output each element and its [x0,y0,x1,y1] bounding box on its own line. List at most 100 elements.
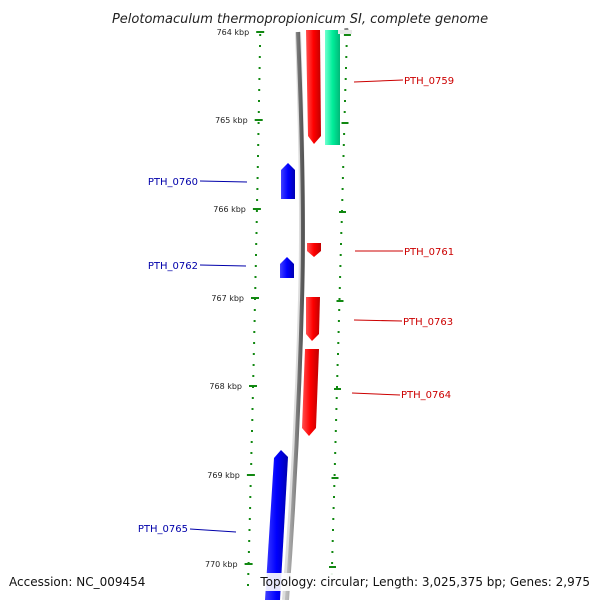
gene-label-pth-0761[interactable]: PTH_0761 [404,247,454,258]
inner-ruler-dot [257,133,260,135]
inner-ruler-dot [258,67,261,69]
title-backdrop [95,8,505,28]
outer-ruler-dot [332,507,335,509]
outer-ruler-dot [337,353,339,355]
inner-ruler-dot [255,210,258,212]
kbp-tick-label: 767 kbp [211,294,244,303]
outer-ruler-dot [333,496,335,498]
inner-ruler-dot [249,496,252,498]
outer-ruler-dot [341,188,344,190]
gene-label-pth-0763[interactable]: PTH_0763 [403,317,453,328]
gene-label-pth-0762[interactable]: PTH_0762 [148,261,198,272]
inner-ruler-dot [251,397,254,399]
inner-ruler-dot [247,551,250,553]
inner-ruler-dot [247,584,249,586]
gene-label-pth-0759[interactable]: PTH_0759 [404,76,454,87]
inner-ruler-dot [259,34,262,36]
kbp-tick [251,297,259,299]
kbp-tick [246,474,255,476]
inner-ruler-dot [255,243,258,245]
inner-ruler-dot [258,100,260,102]
kbp-tick [249,385,257,387]
outer-ruler-dot [336,375,339,377]
footer-backdrop-right [258,573,596,591]
inner-ruler-dot [257,111,260,113]
inner-ruler-dot [247,573,250,575]
inner-ruler-dot [255,221,258,223]
outer-ruler-dot [334,441,337,443]
gene-pth-0759[interactable] [325,30,340,145]
outer-ruler-dot [340,232,343,234]
inner-ruler-dot [248,529,251,531]
outer-ruler-dot [338,287,341,289]
inner-ruler-dot [258,89,261,91]
outer-ruler-dot [337,331,340,333]
gene-features [265,30,352,600]
inner-ruler-dot [256,177,259,179]
gene-pth-0759-arrow-shadow [338,30,352,34]
outer-ruler-dot [340,243,342,245]
kbp-tick [256,31,265,33]
gene-pth-0760[interactable] [281,163,295,199]
outer-ruler-dot [336,386,338,388]
outer-ruler-dot [339,265,342,267]
scale-ticks: 764 kbp 765 kbp 766 kbp 767 kbp 768 kbp 769 k… [205,28,351,569]
gene-pth-0765[interactable] [265,450,288,600]
outer-ruler-dot [341,177,344,179]
outer-ruler-dot [338,309,341,311]
outer-ruler-dot [333,485,336,487]
gene-red-upper[interactable] [306,30,321,144]
inner-ruler-dot [256,188,259,190]
kbp-tick-label: 766 kbp [213,205,246,214]
gene-label-pth-0765[interactable]: PTH_0765 [138,524,188,535]
outer-kbp-tick [341,122,349,124]
genome-title: Pelotomaculum thermopropionicum SI, comp… [112,12,488,27]
kbp-tick [252,208,261,210]
inner-ruler-dot [253,331,256,333]
outer-ruler-dot [332,529,334,531]
gene-pth-0761[interactable] [307,243,321,257]
inner-ruler-dot [252,353,255,355]
gene-label-pth-0760[interactable]: PTH_0760 [148,177,198,188]
topology-text: Topology: circular; Length: 3,025,375 bp… [259,575,590,589]
accession-text: Accession: NC_009454 [9,575,145,589]
inner-ruler-dot [254,265,257,267]
outer-ruler-dot [337,342,340,344]
outer-ruler-dot [331,562,334,564]
outer-ruler-dot [345,67,347,69]
outer-kbp-tick [331,477,339,479]
gene-pth-0762[interactable] [280,257,294,278]
inner-ruler-dot [255,254,257,256]
outer-ruler-dot [337,320,340,322]
outer-ruler-dot [335,397,338,399]
inner-ruler-dot [257,122,260,124]
gene-pth-0763[interactable] [306,297,320,341]
outer-ruler-dot [341,199,344,201]
outer-ruler-dot [344,78,347,80]
gene-label-pth-0764[interactable]: PTH_0764 [401,390,451,401]
outer-kbp-tick [329,566,336,568]
gene-pth-0764[interactable] [302,349,319,436]
kbp-tick-label: 769 kbp [207,471,240,480]
inner-ruler-dot [257,144,260,146]
outer-ruler-dot [339,276,342,278]
outer-ruler-dot [335,408,338,410]
inner-ruler-dot [255,232,258,234]
inner-ruler-dot [251,419,254,421]
outer-ruler-dot [333,474,336,476]
outer-ruler-dot [332,518,335,520]
outer-ruler-dot [343,111,346,113]
outer-ruler-dot [335,419,338,421]
outer-ruler-dot [345,56,348,58]
outer-kbp-tick [334,388,341,390]
kbp-tick-label: 768 kbp [209,382,242,391]
inner-ruler-dot [253,320,256,322]
inner-ruler-dot [257,155,259,157]
inner-ruler-dot [250,452,253,454]
outer-kbp-tick [343,34,351,36]
inner-ruler-dot [248,540,251,542]
inner-ruler-dot [248,518,251,520]
inner-ruler-dot [252,364,255,366]
inner-ruler-dot [251,408,254,410]
